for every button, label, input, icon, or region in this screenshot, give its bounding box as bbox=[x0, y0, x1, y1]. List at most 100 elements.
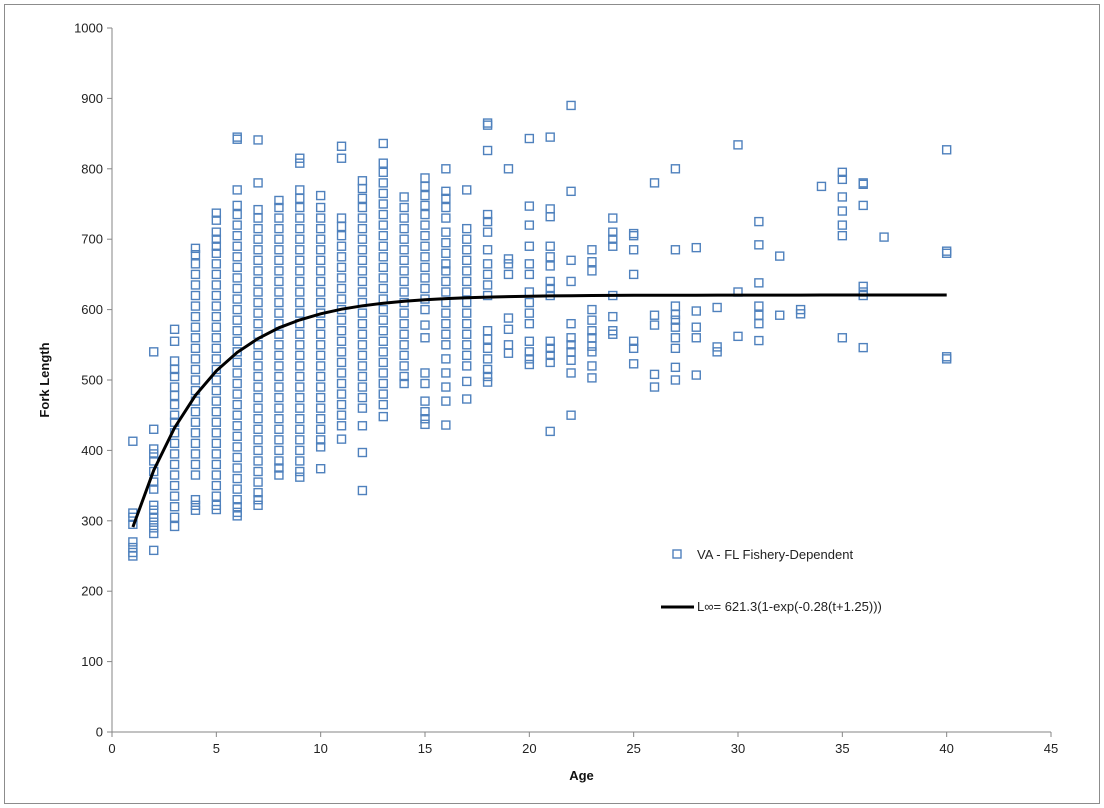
scatter-point bbox=[524, 259, 535, 269]
scatter-point bbox=[315, 318, 326, 329]
scatter-point bbox=[420, 414, 430, 424]
scatter-point bbox=[462, 245, 472, 255]
scatter-point bbox=[587, 315, 597, 325]
scatter-point bbox=[211, 375, 222, 385]
scatter-point bbox=[378, 220, 388, 230]
scatter-point bbox=[295, 403, 305, 413]
scatter-point bbox=[295, 158, 305, 168]
scatter-point bbox=[295, 392, 305, 403]
scatter-point bbox=[399, 276, 409, 287]
scatter-point bbox=[608, 213, 618, 223]
scatter-point bbox=[482, 145, 493, 156]
scatter-point bbox=[253, 392, 263, 403]
scatter-point bbox=[190, 449, 201, 459]
scatter-point bbox=[378, 326, 388, 336]
scatter-point bbox=[295, 202, 305, 213]
scatter-point bbox=[712, 342, 722, 352]
scatter-point bbox=[149, 347, 159, 357]
scatter-point bbox=[587, 361, 597, 371]
scatter-point bbox=[211, 333, 222, 343]
scatter-point bbox=[378, 158, 388, 168]
scatter-point bbox=[253, 276, 263, 287]
scatter-point bbox=[295, 276, 305, 287]
scatter-point bbox=[336, 326, 347, 336]
scatter-point bbox=[837, 333, 848, 343]
scatter-point bbox=[545, 252, 555, 262]
scatter-point bbox=[357, 447, 368, 458]
scatter-point bbox=[941, 246, 952, 256]
growth-curve-line bbox=[131, 293, 947, 528]
scatter-point bbox=[524, 354, 535, 364]
scatter-point bbox=[858, 179, 868, 189]
scatter-point bbox=[357, 276, 368, 287]
scatter-point bbox=[190, 269, 201, 280]
scatter-point bbox=[211, 259, 222, 269]
scatter-point bbox=[482, 364, 493, 375]
scatter-point bbox=[524, 220, 535, 230]
scatter-point bbox=[420, 241, 430, 251]
scatter-point bbox=[169, 410, 180, 420]
scatter-point bbox=[274, 245, 284, 255]
scatter-point bbox=[357, 213, 368, 223]
scatter-point bbox=[399, 234, 409, 244]
scatter-point bbox=[336, 262, 347, 273]
scatter-point bbox=[190, 459, 201, 470]
scatter-point bbox=[691, 242, 701, 253]
scatter-point bbox=[211, 208, 222, 218]
scatter-point bbox=[566, 276, 576, 287]
scatter-point bbox=[190, 290, 201, 301]
scatter-point bbox=[357, 361, 368, 371]
scatter-point bbox=[420, 209, 430, 220]
scatter-point bbox=[169, 470, 180, 480]
scatter-point bbox=[733, 331, 743, 342]
scatter-point bbox=[608, 227, 618, 237]
scatter-point bbox=[253, 435, 263, 445]
scatter-point bbox=[482, 334, 493, 344]
scatter-point bbox=[378, 138, 388, 149]
scatter-point bbox=[462, 308, 472, 318]
scatter-point bbox=[274, 392, 284, 403]
scatter-point bbox=[441, 202, 451, 213]
scatter-point bbox=[441, 164, 451, 174]
scatter-point bbox=[295, 185, 305, 195]
scatter-point bbox=[482, 343, 493, 354]
scatter-point bbox=[274, 195, 284, 206]
scatter-point bbox=[628, 245, 639, 255]
scatter-point bbox=[441, 396, 451, 406]
scatter-point bbox=[608, 329, 618, 339]
scatter-point bbox=[295, 153, 305, 163]
scatter-point bbox=[232, 473, 242, 484]
scatter-point bbox=[441, 368, 451, 378]
scatter-point bbox=[211, 449, 222, 459]
scatter-point bbox=[253, 494, 263, 505]
x-tick-label: 10 bbox=[313, 741, 327, 756]
scatter-point bbox=[795, 309, 806, 319]
scatter-point bbox=[169, 438, 180, 449]
scatter-point bbox=[315, 234, 326, 244]
scatter-point bbox=[169, 449, 180, 459]
scatter-point bbox=[420, 304, 430, 315]
scatter-point bbox=[399, 378, 409, 389]
scatter-point bbox=[816, 181, 827, 192]
scatter-point bbox=[545, 241, 555, 251]
scatter-point bbox=[628, 359, 639, 369]
scatter-point bbox=[670, 333, 681, 343]
scatter-point bbox=[295, 213, 305, 223]
scatter-point bbox=[211, 417, 222, 427]
scatter-point bbox=[274, 435, 284, 445]
scatter-point bbox=[503, 324, 514, 335]
legend-label-line: L∞= 621.3(1-exp(-0.28(t+1.25))) bbox=[697, 599, 882, 614]
scatter-point bbox=[420, 419, 430, 430]
scatter-point bbox=[545, 357, 555, 368]
scatter-point bbox=[232, 399, 242, 410]
scatter-point bbox=[482, 120, 493, 130]
scatter-point bbox=[649, 382, 660, 392]
scatter-point bbox=[232, 336, 242, 346]
scatter-point bbox=[941, 248, 952, 258]
scatter-point bbox=[420, 200, 430, 211]
scatter-point bbox=[482, 216, 493, 227]
scatter-point bbox=[211, 428, 222, 438]
scatter-point bbox=[378, 178, 388, 188]
scatter-point bbox=[149, 523, 159, 533]
scatter-point bbox=[587, 326, 597, 336]
